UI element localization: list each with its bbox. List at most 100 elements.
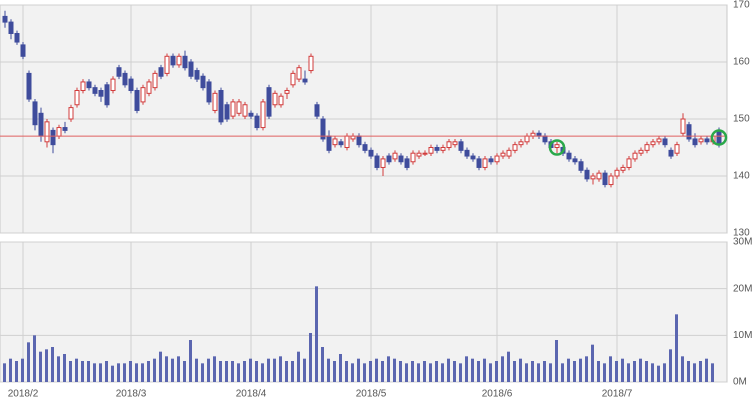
candle-body [206,81,212,103]
candle-body [524,135,530,143]
volume-bar [459,363,462,382]
candle-body [200,75,206,89]
volume-bar [585,356,588,382]
volume-bar [111,365,114,382]
volume-bar [99,363,102,382]
volume-bar [117,363,120,382]
volume-bar [213,356,216,382]
y-tick-label: 170 [733,0,750,11]
candle-body [242,104,248,117]
candle-body [362,144,368,151]
candle-body [590,175,596,180]
candle-body [578,161,584,171]
volume-bar [27,342,30,382]
volume-bar [147,361,150,382]
highlight-circle [710,129,728,146]
candle-body [452,141,458,146]
volume-bar [321,347,324,382]
volume-bar [39,351,42,382]
candle-body [92,87,98,94]
volume-bar [51,347,54,382]
volume-bar [315,286,318,382]
volume-bar [201,363,204,382]
candle-body [86,81,92,89]
candle-body [122,72,128,86]
candle-body [338,141,344,146]
candle-body [434,147,440,151]
volume-bar [357,358,360,382]
candle-body [152,72,158,89]
candle-body [182,55,188,69]
candle-body [476,158,482,168]
candle-body [446,141,452,149]
candle-body [674,144,680,154]
candle-body [32,101,38,126]
candle-body [374,155,380,168]
candle-body [140,87,146,103]
volume-bar [429,363,432,382]
volume-bar [591,344,594,382]
candle-body [320,118,326,140]
volume-bar [531,361,534,382]
volume-bar [597,361,600,382]
candle-body [38,112,44,137]
volume-bar [171,358,174,382]
volume-bar [21,358,24,382]
volume-bar [501,356,504,382]
x-tick-label: 2018/6 [482,389,513,400]
volume-bar [687,361,690,382]
candle-body [686,124,692,140]
volume-bar [297,351,300,382]
candle-body [236,101,242,114]
candle-body [296,67,302,80]
y-tick-label: 30M [733,237,752,248]
candle-body [194,70,200,80]
volume-bar [93,363,96,382]
candle-body [638,149,644,154]
candle-body [410,152,416,163]
y-tick-label: 150 [733,114,750,125]
volume-bar [255,361,258,382]
candle-body [398,155,404,163]
candle-body [692,138,698,146]
candle-body [488,158,494,163]
volume-bar [219,361,222,382]
volume-bar [549,363,552,382]
volume-bar [609,356,612,382]
volume-bar [495,361,498,382]
volume-bar [333,361,336,382]
candle-body [74,90,80,106]
volume-bar [435,361,438,382]
candle-body [512,144,518,151]
volume-bar [663,363,666,382]
volume-bar [369,361,372,382]
volume-bar [561,363,564,382]
candle-body [272,92,278,106]
candle-body [404,158,410,168]
candle-body [716,129,722,146]
volume-bar [711,363,714,382]
volume-bar [645,361,648,382]
volume-bar [45,349,48,382]
volume-bar [123,363,126,382]
candle-body [44,121,50,143]
candle-body [602,172,608,186]
candle-body [440,147,446,151]
candle-body [458,141,464,151]
volume-bar [63,354,66,382]
volume-bar [261,363,264,382]
candle-body [290,72,296,86]
volume-bar [105,361,108,382]
volume-bar [75,358,78,382]
volume-bar [291,361,294,382]
candle-body [212,92,218,111]
volume-bar [225,361,228,382]
volume-bar [507,351,510,382]
volume-bar [399,361,402,382]
volume-bar [351,363,354,382]
volume-bar [81,361,84,382]
candle-body [608,175,614,186]
candle-body [356,135,362,146]
volume-bar [129,361,132,382]
candle-body [260,101,266,129]
